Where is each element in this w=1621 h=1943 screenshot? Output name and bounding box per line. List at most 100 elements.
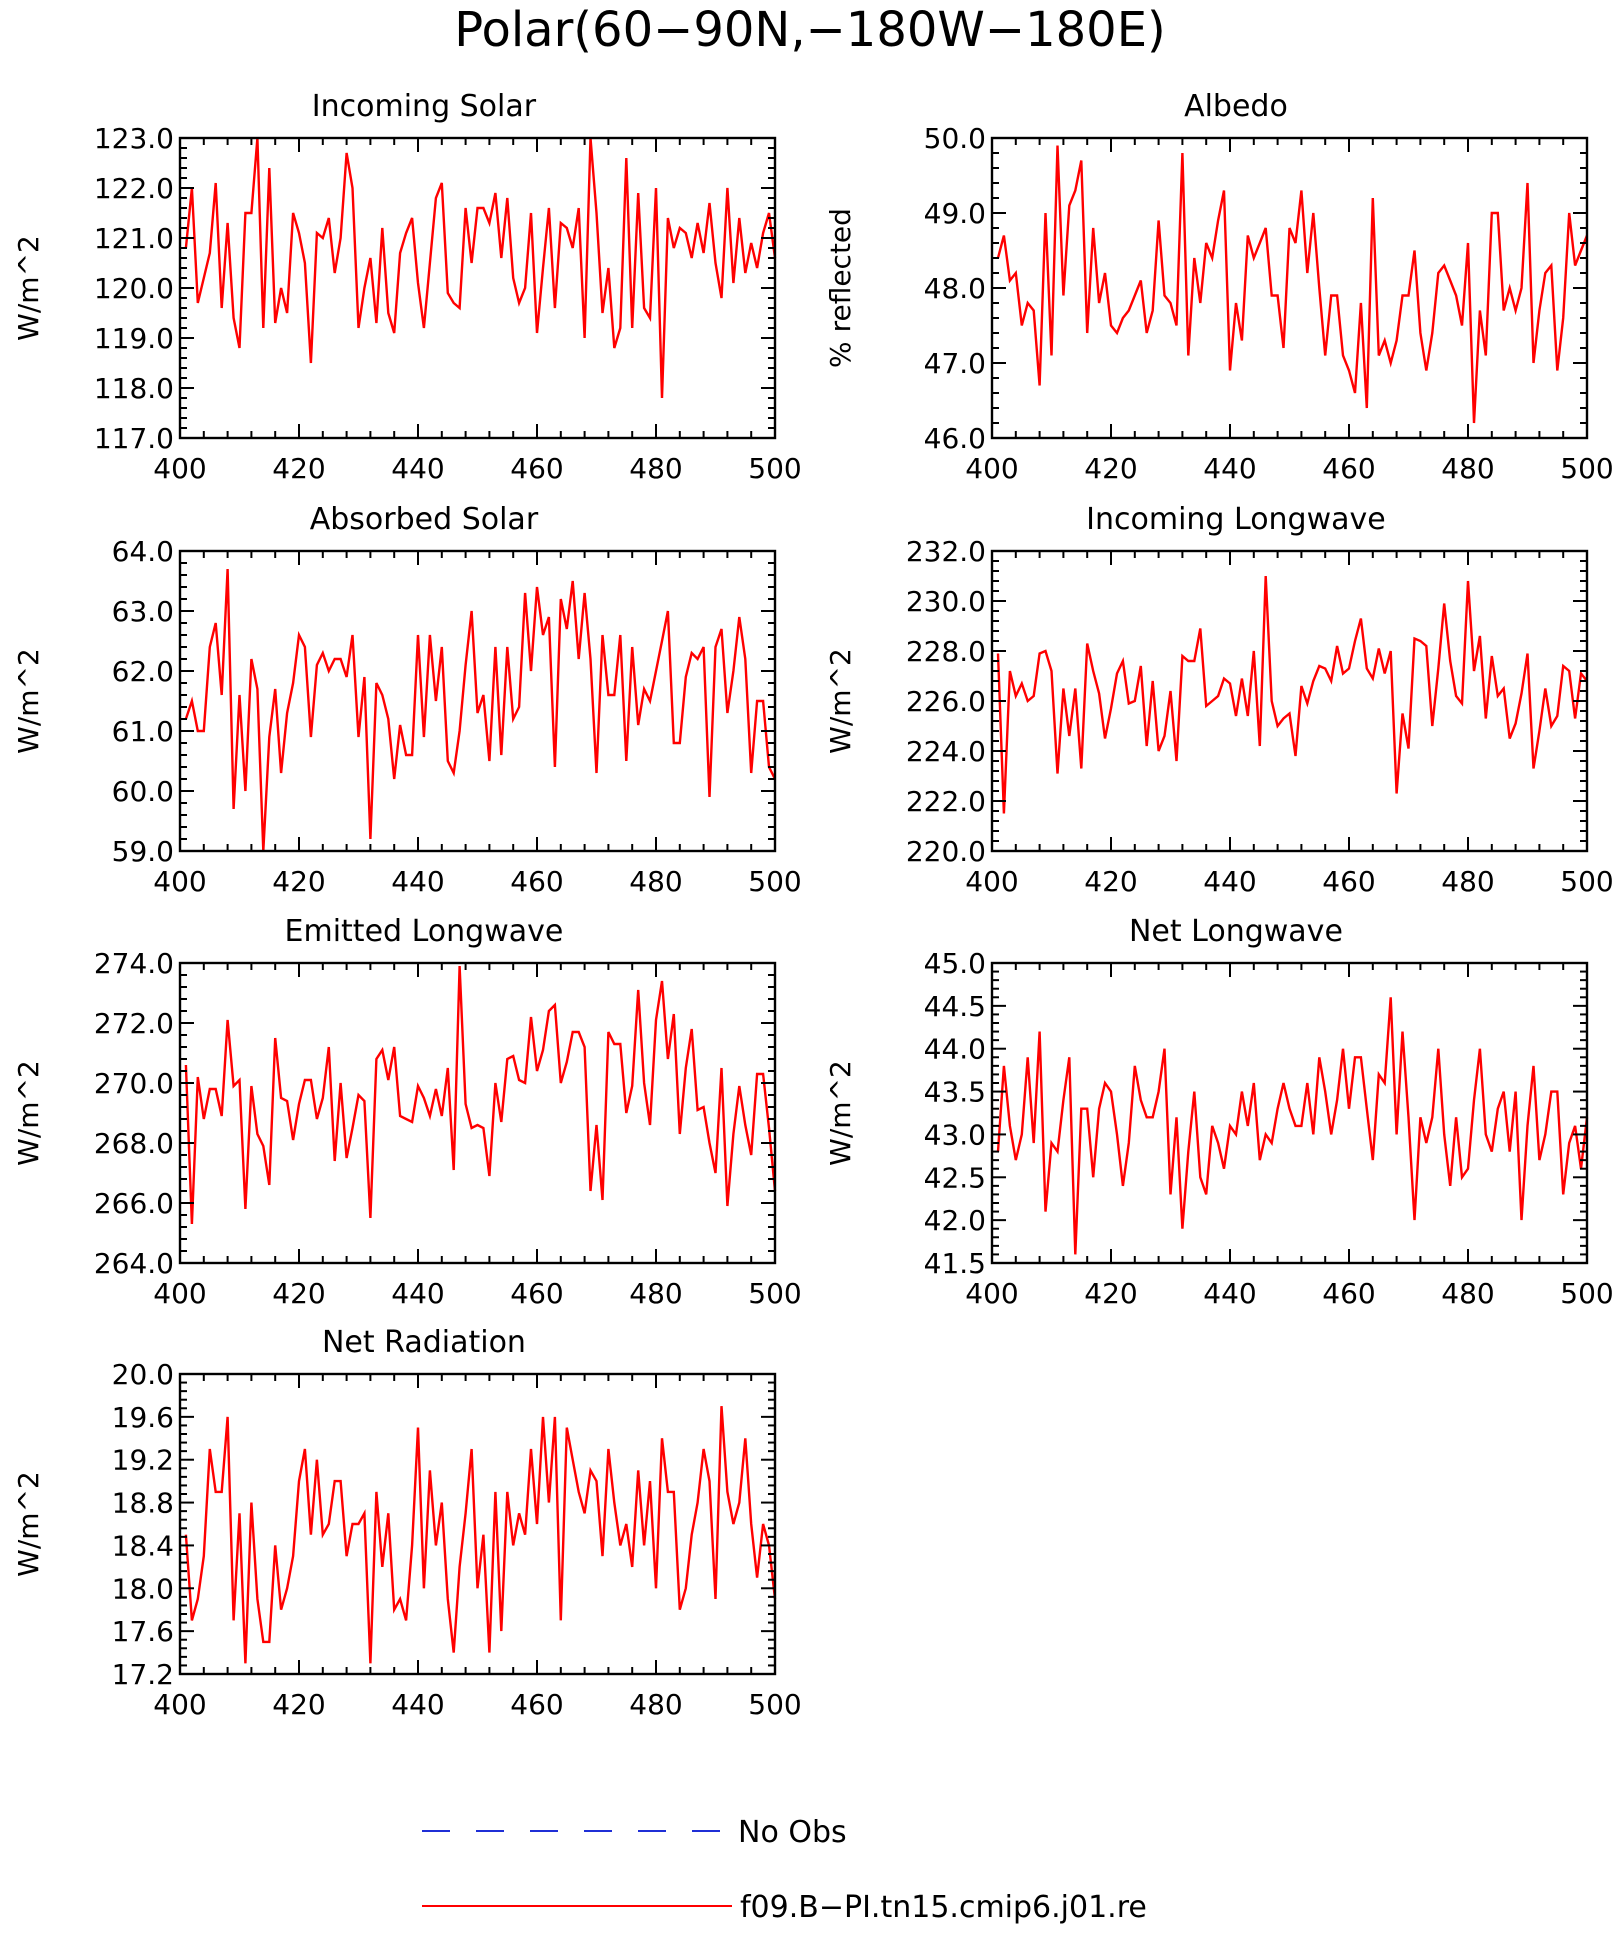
y-tick-label: 264.0 [94, 1247, 174, 1280]
panel-title: Net Radiation [322, 1325, 526, 1360]
x-tick-label: 460 [510, 865, 563, 898]
x-tick-label: 480 [629, 865, 682, 898]
y-tick-label: 232.0 [906, 535, 986, 568]
panel-title: Incoming Solar [312, 89, 537, 124]
y-tick-label: 61.0 [112, 715, 174, 748]
x-tick-label: 400 [153, 452, 206, 485]
series-line-net-longwave [996, 997, 1589, 1255]
x-tick-label: 500 [748, 452, 801, 485]
page-title: Polar(60−90N,−180W−180E) [454, 2, 1166, 58]
x-tick-label: 480 [629, 452, 682, 485]
x-tick-label: 500 [1560, 452, 1613, 485]
y-tick-label: 274.0 [94, 947, 174, 980]
y-tick-label: 17.6 [112, 1615, 174, 1648]
panel-net-longwave: 400 420 440 460 480 500 41.5 42.0 42.5 43.0 43.5 44… [824, 914, 1614, 1310]
x-tick-label: 420 [272, 1277, 325, 1310]
y-tick-label: 121.0 [94, 222, 174, 255]
y-tick-label: 230.0 [906, 585, 986, 618]
series-line-absorbed-solar [184, 568, 777, 852]
y-tick-label: 19.2 [112, 1444, 174, 1477]
panel-absorbed-solar: 400 420 440 460 480 500 59.0 60.0 61.0 62.0 63.0 64… [12, 502, 802, 898]
x-tick-label: 500 [1560, 1277, 1613, 1310]
x-tick-label: 420 [272, 452, 325, 485]
y-tick-label: 19.6 [112, 1401, 174, 1434]
y-tick-label: 45.0 [924, 947, 986, 980]
y-tick-label: 118.0 [94, 372, 174, 405]
y-tick-label: 18.4 [112, 1529, 174, 1562]
x-tick-label: 460 [510, 1688, 563, 1721]
y-tick-label: 119.0 [94, 322, 174, 355]
y-axis-label: W/m^2 [12, 1471, 45, 1577]
x-tick-label: 500 [748, 1277, 801, 1310]
x-tick-label: 460 [510, 452, 563, 485]
series-line-net-radiation [184, 1406, 777, 1664]
plot-frame [178, 1372, 777, 1676]
x-tick-label: 480 [1441, 1277, 1494, 1310]
legend: No Obs f09.B−PI.tn15.cmip6.j01.re [422, 1815, 1147, 1925]
y-tick-label: 272.0 [94, 1007, 174, 1040]
y-axis-label: W/m^2 [824, 648, 857, 754]
x-tick-label: 400 [153, 1688, 206, 1721]
series-line-incoming-longwave [996, 575, 1588, 814]
panel-incoming-longwave: 400 420 440 460 480 500 220.0 222.0 224.0 226.0 22… [824, 502, 1614, 898]
y-tick-label: 120.0 [94, 272, 174, 305]
x-tick-label: 440 [391, 1277, 444, 1310]
x-tick-label: 420 [1084, 452, 1137, 485]
y-tick-label: 41.5 [924, 1247, 986, 1280]
y-tick-label: 64.0 [112, 535, 174, 568]
x-tick-label: 420 [1084, 1277, 1137, 1310]
y-tick-label: 122.0 [94, 172, 174, 205]
panel-emitted-longwave: 400 420 440 460 480 500 264.0 266.0 268.0 270.0 27… [12, 914, 802, 1310]
x-tick-label: 480 [1441, 452, 1494, 485]
series-line-emitted-longwave [184, 965, 777, 1225]
x-tick-label: 500 [1560, 865, 1613, 898]
x-tick-label: 420 [272, 1688, 325, 1721]
y-tick-label: 222.0 [906, 785, 986, 818]
x-tick-label: 440 [391, 452, 444, 485]
y-tick-label: 18.0 [112, 1572, 174, 1605]
panel-albedo: 400 420 440 460 480 500 46.0 47.0 48.0 49.0 50.0 Al… [824, 89, 1614, 485]
x-tick-label: 400 [965, 865, 1018, 898]
y-tick-label: 42.5 [924, 1161, 986, 1194]
x-tick-label: 420 [272, 865, 325, 898]
x-tick-label: 400 [965, 452, 1018, 485]
y-tick-label: 46.0 [924, 422, 986, 455]
plot-frame [990, 549, 1589, 853]
x-tick-label: 480 [629, 1688, 682, 1721]
x-tick-label: 440 [1203, 1277, 1256, 1310]
panel-title: Incoming Longwave [1086, 502, 1386, 537]
x-tick-label: 460 [1322, 452, 1375, 485]
y-tick-label: 228.0 [906, 635, 986, 668]
x-tick-label: 460 [510, 1277, 563, 1310]
y-axis-label: % reflected [824, 208, 857, 368]
panel-net-radiation: 400 420 440 460 480 500 17.2 17.6 18.0 18.4 18.8 19… [12, 1325, 802, 1721]
x-tick-label: 400 [153, 865, 206, 898]
y-tick-label: 117.0 [94, 422, 174, 455]
x-tick-label: 440 [1203, 452, 1256, 485]
y-tick-label: 266.0 [94, 1187, 174, 1220]
x-tick-label: 440 [391, 1688, 444, 1721]
y-tick-label: 20.0 [112, 1358, 174, 1391]
y-tick-label: 59.0 [112, 835, 174, 868]
y-tick-label: 44.0 [924, 1033, 986, 1066]
y-axis-label: W/m^2 [12, 1060, 45, 1166]
panel-title: Emitted Longwave [285, 914, 564, 949]
panel-incoming-solar: 400 420 440 460 480 500 117.0 118.0 119.0 120.0 12… [12, 89, 802, 485]
panel-title: Net Longwave [1129, 914, 1343, 949]
legend-label-no-obs: No Obs [738, 1815, 847, 1850]
x-tick-label: 460 [1322, 865, 1375, 898]
y-axis-label: W/m^2 [824, 1060, 857, 1166]
y-tick-label: 224.0 [906, 735, 986, 768]
x-tick-label: 460 [1322, 1277, 1375, 1310]
x-tick-label: 400 [153, 1277, 206, 1310]
y-tick-label: 62.0 [112, 655, 174, 688]
y-tick-label: 268.0 [94, 1127, 174, 1160]
series-line-incoming-solar [184, 137, 777, 399]
panel-title: Absorbed Solar [310, 502, 539, 537]
y-axis-label: W/m^2 [12, 235, 45, 341]
x-tick-label: 480 [1441, 865, 1494, 898]
legend-label-model: f09.B−PI.tn15.cmip6.j01.re [740, 1890, 1147, 1925]
y-tick-label: 18.8 [112, 1487, 174, 1520]
y-tick-label: 43.5 [924, 1076, 986, 1109]
